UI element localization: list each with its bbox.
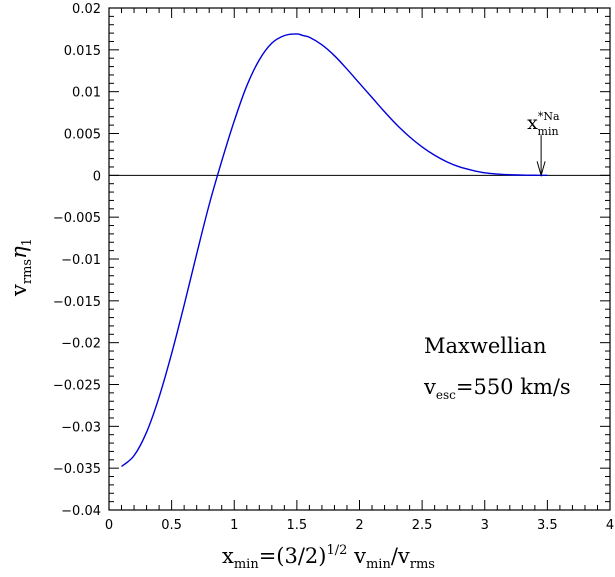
y-tick-label: 0.015 [64, 44, 101, 59]
tick-labels-group: 0 0.5 1 1.5 2 2.5 3 3.5 4 −0.04 −0.035 −0.03 −0.025 −… [53, 2, 614, 533]
x-axis-label: xmin=(3/2)1/2 vmin/vrms [222, 543, 435, 572]
y-tick-label: −0.015 [53, 295, 101, 310]
x-tick-label: 4 [606, 518, 614, 533]
x-tick-label: 3.5 [537, 518, 558, 533]
arrow-head [536, 161, 546, 178]
annotation-vesc: vesc=550 km/s [423, 375, 571, 402]
annotation-maxwellian: Maxwellian [424, 334, 546, 358]
y-tick-label: 0.02 [72, 2, 101, 17]
y-tick-label: −0.02 [61, 337, 101, 352]
arrow-label: x*Na min [527, 110, 560, 138]
x-tick-label: 1 [230, 518, 238, 533]
y-tick-label: −0.025 [53, 379, 101, 394]
y-axis-label: vrmsη1 [7, 238, 35, 297]
x-tick-label: 0.5 [161, 518, 182, 533]
y-tick-label: −0.03 [61, 420, 101, 435]
ticks-group [108, 7, 611, 511]
y-tick-label: 0 [93, 169, 101, 184]
series-line [121, 33, 548, 468]
y-tick-label: 0.01 [72, 86, 101, 101]
y-tick-label: −0.005 [53, 211, 101, 226]
y-tick-label: −0.035 [53, 462, 101, 477]
y-tick-label: −0.01 [61, 253, 101, 268]
plot-frame [108, 7, 611, 511]
y-tick-label: −0.04 [61, 504, 101, 519]
x-tick-label: 0 [105, 518, 113, 533]
x-tick-label: 2.5 [412, 518, 433, 533]
x-tick-label: 3 [481, 518, 489, 533]
x-tick-label: 2 [355, 518, 363, 533]
arrow-annotation: x*Na min [527, 110, 560, 178]
y-tick-label: 0.005 [64, 128, 101, 143]
x-tick-label: 1.5 [287, 518, 308, 533]
